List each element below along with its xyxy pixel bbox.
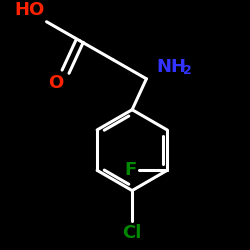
Text: F: F xyxy=(124,161,136,179)
Text: 2: 2 xyxy=(183,64,192,77)
Text: NH: NH xyxy=(156,58,186,76)
Text: Cl: Cl xyxy=(122,224,142,242)
Text: HO: HO xyxy=(14,1,44,19)
Text: O: O xyxy=(48,74,63,92)
